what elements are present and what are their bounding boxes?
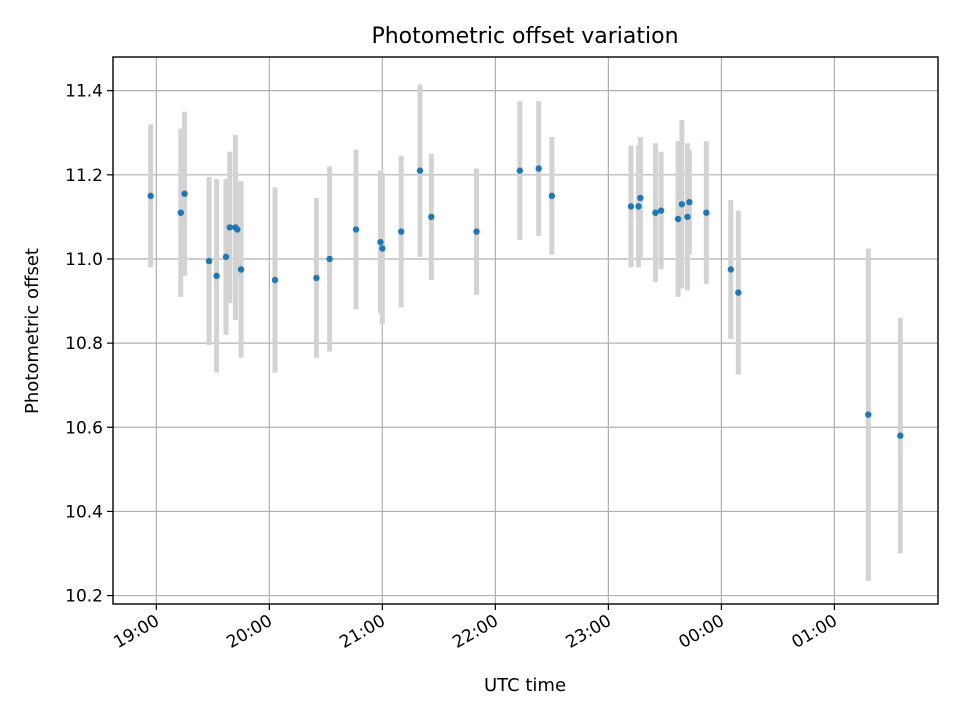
data-point [627, 203, 635, 210]
data-points [147, 165, 904, 439]
y-axis-label: Photometric offset [22, 248, 43, 414]
data-point [535, 165, 542, 172]
chart-title: Photometric offset variation [371, 24, 678, 49]
data-point [226, 224, 233, 231]
data-point [865, 411, 872, 418]
data-point [727, 266, 735, 273]
data-point [686, 198, 693, 206]
data-point [735, 289, 742, 296]
y-tick-label: 11.4 [65, 82, 103, 102]
grid-lines [113, 57, 938, 604]
data-point [678, 201, 686, 208]
y-tick-label: 10.6 [65, 418, 103, 438]
data-point [516, 167, 524, 174]
data-point [674, 215, 682, 223]
data-point [205, 257, 213, 265]
data-point [352, 226, 360, 233]
data-point [548, 192, 556, 200]
y-tick-label: 11.0 [65, 250, 103, 270]
data-point [222, 253, 230, 261]
data-point [657, 207, 665, 214]
data-point [684, 213, 691, 221]
data-point [379, 245, 386, 252]
data-point [635, 203, 642, 210]
data-point [416, 167, 424, 174]
data-point [313, 274, 320, 282]
data-point [237, 266, 245, 273]
data-point [177, 209, 185, 216]
data-point [637, 194, 644, 202]
data-point [234, 226, 241, 233]
data-point [397, 228, 405, 235]
x-axis-label: UTC time [484, 675, 566, 696]
data-point [181, 190, 188, 197]
data-point [377, 238, 384, 246]
data-point [703, 209, 710, 216]
data-point [428, 213, 435, 221]
data-point [213, 272, 220, 279]
y-tick-label: 10.4 [65, 502, 103, 522]
y-tick-label: 10.8 [65, 334, 103, 354]
data-point [652, 209, 659, 216]
y-tick-label: 11.2 [65, 166, 103, 186]
data-point [897, 432, 904, 439]
data-point [271, 276, 279, 284]
plot-frame [112, 56, 939, 605]
data-point [147, 192, 154, 200]
data-point [473, 228, 480, 235]
y-tick-label: 10.2 [65, 587, 103, 607]
data-point [326, 255, 333, 263]
